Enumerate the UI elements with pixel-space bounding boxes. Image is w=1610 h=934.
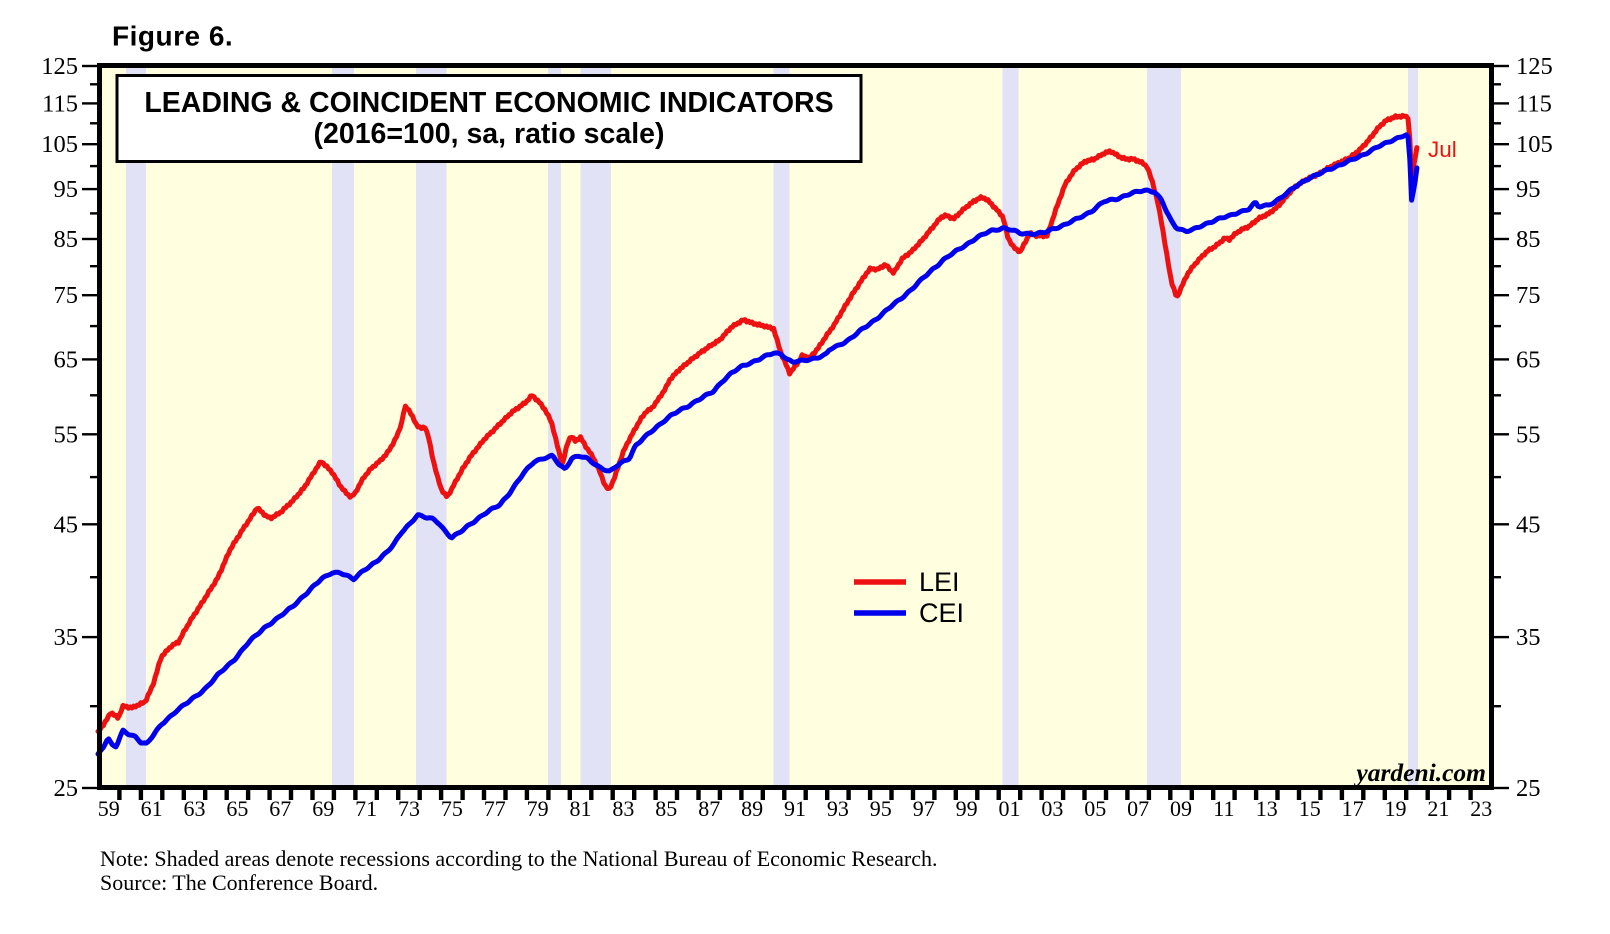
svg-text:13: 13 — [1256, 796, 1278, 821]
svg-text:75: 75 — [441, 796, 463, 821]
svg-text:55: 55 — [54, 421, 79, 448]
svg-text:63: 63 — [184, 796, 206, 821]
svg-text:77: 77 — [484, 796, 506, 821]
svg-text:23: 23 — [1470, 796, 1492, 821]
svg-text:09: 09 — [1170, 796, 1192, 821]
svg-text:yardeni.com: yardeni.com — [1353, 758, 1486, 787]
svg-text:95: 95 — [1516, 176, 1541, 203]
svg-text:95: 95 — [870, 796, 892, 821]
svg-text:05: 05 — [1084, 796, 1106, 821]
svg-text:Jul: Jul — [1428, 137, 1457, 162]
svg-text:95: 95 — [54, 176, 79, 203]
svg-text:25: 25 — [54, 775, 79, 802]
svg-text:99: 99 — [956, 796, 978, 821]
svg-text:17: 17 — [1342, 796, 1364, 821]
svg-text:21: 21 — [1427, 796, 1449, 821]
svg-text:01: 01 — [999, 796, 1021, 821]
svg-text:73: 73 — [398, 796, 420, 821]
svg-text:67: 67 — [269, 796, 291, 821]
svg-text:97: 97 — [913, 796, 935, 821]
svg-text:69: 69 — [312, 796, 334, 821]
svg-text:LEADING & COINCIDENT ECONOMIC: LEADING & COINCIDENT ECONOMIC INDICATORS — [144, 87, 833, 119]
svg-text:85: 85 — [655, 796, 677, 821]
svg-text:85: 85 — [1516, 226, 1541, 253]
svg-text:19: 19 — [1385, 796, 1407, 821]
svg-text:Figure 6.: Figure 6. — [112, 21, 233, 52]
svg-text:79: 79 — [527, 796, 549, 821]
svg-text:61: 61 — [141, 796, 163, 821]
svg-text:93: 93 — [827, 796, 849, 821]
svg-text:81: 81 — [570, 796, 592, 821]
svg-text:89: 89 — [741, 796, 763, 821]
svg-text:75: 75 — [54, 282, 79, 309]
svg-text:65: 65 — [54, 346, 79, 373]
svg-text:83: 83 — [612, 796, 634, 821]
svg-text:59: 59 — [98, 796, 120, 821]
svg-text:11: 11 — [1213, 796, 1234, 821]
svg-text:105: 105 — [1516, 131, 1553, 158]
svg-text:55: 55 — [1516, 421, 1541, 448]
svg-text:85: 85 — [54, 226, 79, 253]
svg-text:115: 115 — [42, 90, 78, 117]
svg-text:87: 87 — [698, 796, 720, 821]
svg-text:07: 07 — [1127, 796, 1149, 821]
svg-text:65: 65 — [1516, 346, 1541, 373]
svg-text:125: 125 — [1516, 53, 1553, 80]
svg-text:71: 71 — [355, 796, 377, 821]
svg-text:35: 35 — [54, 624, 79, 651]
svg-text:25: 25 — [1516, 775, 1541, 802]
svg-text:115: 115 — [1516, 90, 1552, 117]
svg-text:105: 105 — [41, 131, 78, 158]
svg-text:03: 03 — [1041, 796, 1063, 821]
svg-text:45: 45 — [54, 511, 79, 538]
svg-text:35: 35 — [1516, 624, 1541, 651]
svg-text:Source: The Conference Board.: Source: The Conference Board. — [100, 870, 378, 895]
svg-text:65: 65 — [226, 796, 248, 821]
svg-text:15: 15 — [1299, 796, 1321, 821]
svg-text:(2016=100, sa, ratio scale): (2016=100, sa, ratio scale) — [314, 118, 665, 150]
svg-text:91: 91 — [784, 796, 806, 821]
svg-text:75: 75 — [1516, 282, 1541, 309]
svg-text:LEI: LEI — [919, 567, 960, 597]
svg-text:Note: Shaded areas denote rece: Note: Shaded areas denote recessions acc… — [100, 846, 938, 871]
svg-text:125: 125 — [41, 53, 78, 80]
svg-text:45: 45 — [1516, 511, 1541, 538]
svg-text:CEI: CEI — [919, 598, 964, 628]
